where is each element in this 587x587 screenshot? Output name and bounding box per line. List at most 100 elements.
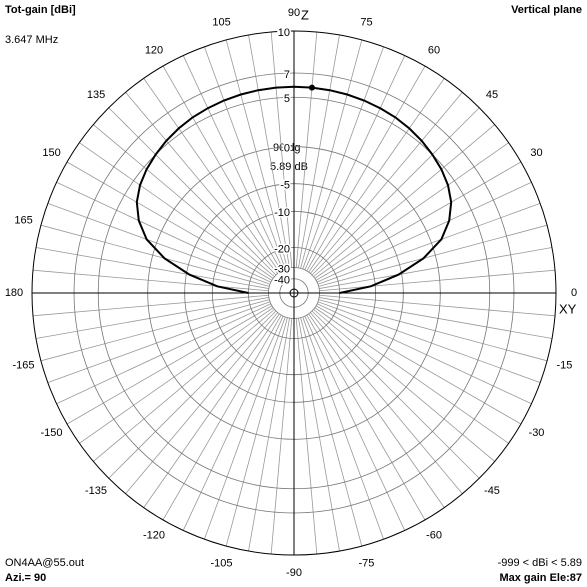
spoke xyxy=(56,181,272,283)
spoke xyxy=(248,34,290,268)
spoke xyxy=(318,224,548,287)
chart-title: Tot-gain [dBi] xyxy=(5,4,76,16)
angle-label: 150 xyxy=(42,147,60,159)
spoke xyxy=(319,269,556,292)
angle-label: 45 xyxy=(486,89,498,101)
angle-label: 105 xyxy=(212,16,230,28)
angle-label: 120 xyxy=(145,44,163,56)
axis-label: Z xyxy=(301,7,309,22)
spoke xyxy=(40,224,270,287)
angle-label: -30 xyxy=(529,427,545,439)
spoke xyxy=(319,294,556,317)
max-gain-elevation: Max gain Ele:87 xyxy=(499,572,582,584)
angle-label: -165 xyxy=(13,359,35,371)
r-tick-label: -5 xyxy=(280,180,290,192)
spoke xyxy=(295,318,318,555)
spoke xyxy=(300,317,363,547)
spoke xyxy=(295,31,318,268)
spoke xyxy=(225,39,288,269)
spoke xyxy=(314,307,509,444)
spoke xyxy=(56,303,272,405)
angle-label: -75 xyxy=(359,557,375,569)
file-name: ON4AA@55.out xyxy=(5,557,84,569)
spoke xyxy=(79,142,274,279)
spoke xyxy=(315,305,522,425)
r-tick-label: 10 xyxy=(278,27,290,39)
spoke xyxy=(314,142,509,279)
spoke xyxy=(270,318,293,555)
spoke xyxy=(311,310,480,479)
gain-range: -999 < dBi < 5.89 xyxy=(498,557,582,569)
spoke xyxy=(204,316,286,540)
r-tick-label: 7 xyxy=(284,69,290,81)
spoke xyxy=(32,294,269,317)
spoke xyxy=(32,269,269,292)
spoke xyxy=(316,181,532,283)
angle-label: 90 xyxy=(288,7,300,19)
spoke xyxy=(317,203,541,285)
angle-label: -90 xyxy=(286,567,302,579)
spoke xyxy=(47,301,271,383)
angle-label: -120 xyxy=(143,529,165,541)
spoke xyxy=(182,315,284,531)
angle-label: 180 xyxy=(5,287,23,299)
angle-label: -15 xyxy=(557,359,573,371)
angle-label: -60 xyxy=(426,529,442,541)
spoke xyxy=(47,203,271,285)
angle-label: 0 xyxy=(571,287,577,299)
spoke xyxy=(306,314,426,521)
spoke xyxy=(66,305,273,425)
spoke xyxy=(35,297,269,339)
r-tick-label: -20 xyxy=(274,243,290,255)
spoke xyxy=(310,92,463,274)
angle-label: -45 xyxy=(484,485,500,497)
spoke xyxy=(40,299,270,362)
spoke xyxy=(35,247,269,289)
r-tick-label: 0 xyxy=(284,143,290,155)
spoke xyxy=(318,299,548,362)
spoke xyxy=(317,301,541,383)
spoke xyxy=(313,309,495,462)
spoke xyxy=(308,78,445,273)
spoke xyxy=(248,318,290,552)
angle-label: -135 xyxy=(85,485,107,497)
spoke xyxy=(108,107,277,276)
spoke xyxy=(66,161,273,281)
spoke xyxy=(225,317,288,547)
spoke xyxy=(125,92,278,274)
spoke xyxy=(319,297,553,339)
spoke xyxy=(313,124,495,277)
spoke xyxy=(315,161,522,281)
spoke xyxy=(302,316,384,540)
angle-label: -150 xyxy=(40,427,62,439)
spoke xyxy=(143,313,280,508)
spoke xyxy=(162,65,282,272)
r-tick-label: -30 xyxy=(274,263,290,275)
spoke xyxy=(93,309,275,462)
spoke xyxy=(298,318,340,552)
spoke xyxy=(319,247,553,289)
plane: Vertical plane xyxy=(511,4,582,16)
spoke xyxy=(304,55,406,271)
spoke xyxy=(298,34,340,268)
r-tick-label: 5 xyxy=(284,93,290,105)
r-tick-label: -40 xyxy=(274,275,290,287)
angle-label: -105 xyxy=(211,557,233,569)
r-tick-label: -10 xyxy=(274,207,290,219)
spoke xyxy=(300,39,363,269)
spoke xyxy=(308,313,445,508)
spoke xyxy=(125,312,278,494)
spoke xyxy=(302,46,384,270)
spoke xyxy=(108,310,277,479)
spoke xyxy=(93,124,275,277)
spoke xyxy=(182,55,284,271)
angle-label: 75 xyxy=(360,16,372,28)
angle-label: 60 xyxy=(428,44,440,56)
spoke xyxy=(316,303,532,405)
angle-label: 165 xyxy=(14,214,32,226)
spoke xyxy=(204,46,286,270)
spoke xyxy=(270,31,293,268)
azimuth: Azi.= 90 xyxy=(5,572,46,584)
spoke xyxy=(306,65,426,272)
